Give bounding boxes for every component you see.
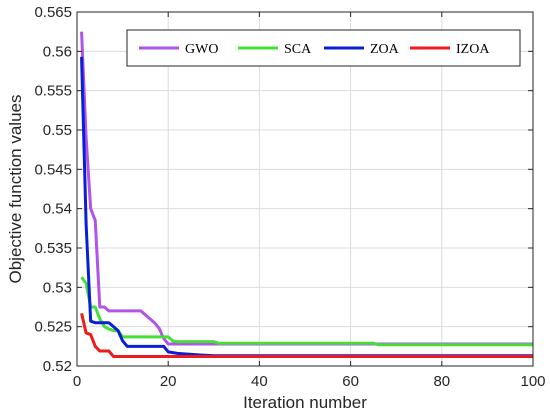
y-tick-label: 0.55 (43, 122, 72, 139)
x-axis-ticks: 0 20 40 60 80 100 (73, 12, 546, 390)
legend-label-zoa: ZOA (370, 42, 400, 57)
legend: GWO SCA ZOA IZOA (126, 29, 521, 67)
x-tick-label: 80 (433, 373, 450, 390)
y-axis-ticks: 0.52 0.525 0.53 0.535 0.54 0.545 0.55 0.555 0.56… (34, 4, 533, 375)
y-tick-label: 0.535 (34, 240, 72, 257)
y-tick-label: 0.52 (43, 358, 72, 375)
legend-label-gwo: GWO (185, 42, 218, 57)
legend-box (126, 29, 521, 67)
y-tick-label: 0.565 (34, 4, 72, 21)
x-tick-label: 20 (160, 373, 177, 390)
series-line-zoa (80, 56, 533, 358)
y-tick-label: 0.545 (34, 161, 72, 178)
series-lines (80, 31, 533, 359)
series-line-izoa (80, 312, 533, 359)
y-tick-label: 0.53 (43, 279, 72, 296)
x-tick-label: 60 (342, 373, 359, 390)
y-tick-label: 0.525 (34, 319, 72, 336)
x-axis-label: Iteration number (243, 393, 367, 412)
plot-frame (76, 11, 534, 367)
x-tick-label: 0 (73, 373, 81, 390)
legend-label-sca: SCA (284, 42, 312, 57)
y-tick-label: 0.54 (43, 201, 72, 218)
y-tick-label: 0.56 (43, 43, 72, 60)
x-tick-label: 40 (251, 373, 268, 390)
y-tick-label: 0.555 (34, 83, 72, 100)
x-tick-label: 100 (520, 373, 545, 390)
y-axis-label: Objective function values (6, 95, 25, 284)
legend-label-izoa: IZOA (456, 42, 490, 57)
series-line-gwo (80, 31, 533, 346)
